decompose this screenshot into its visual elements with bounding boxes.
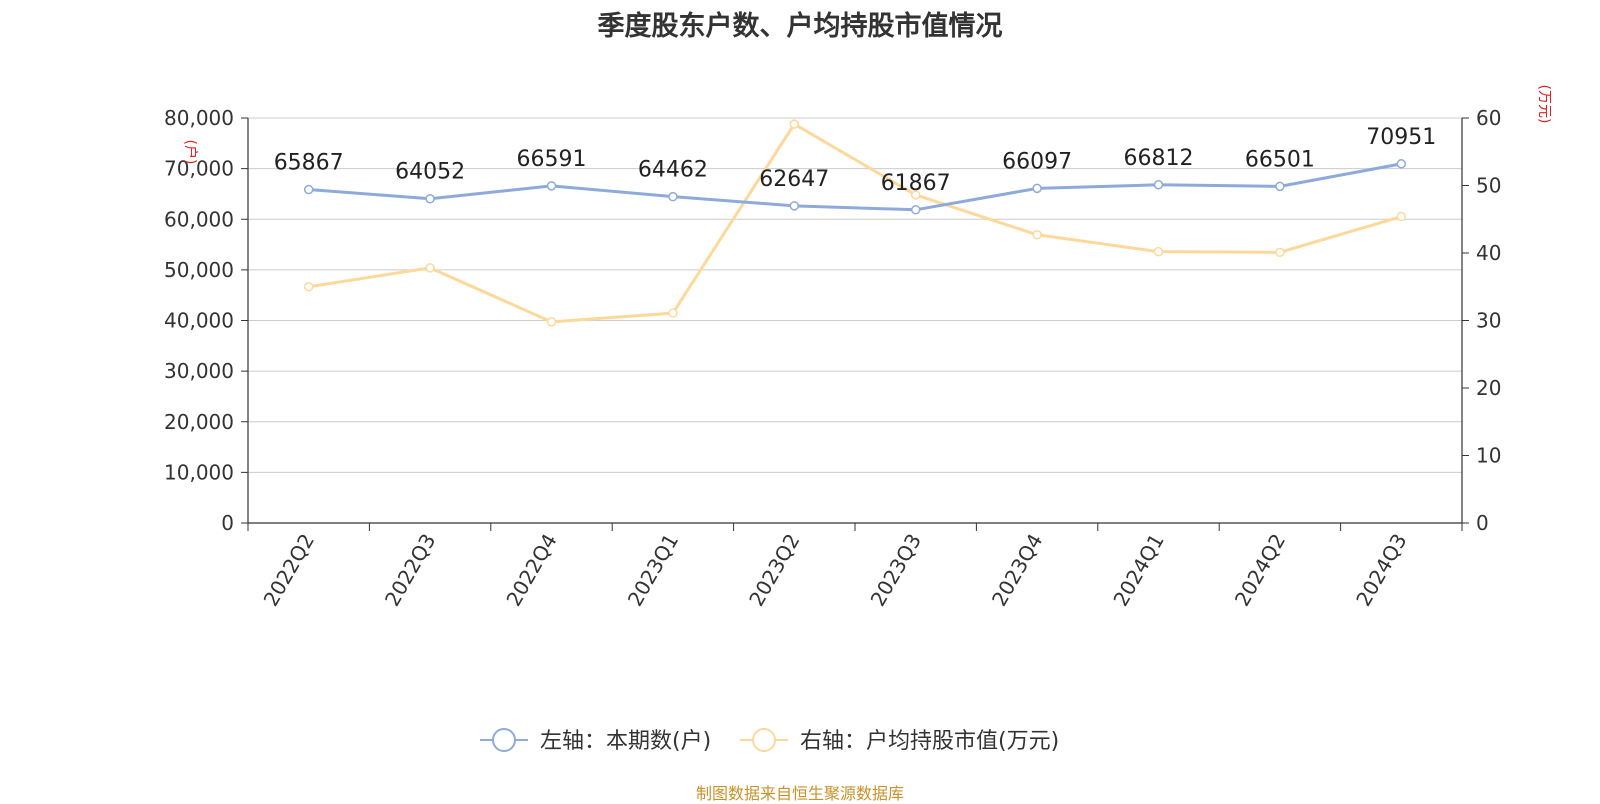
series-line	[308, 162, 1402, 212]
left-axis-unit: (户)	[182, 140, 199, 165]
x-axis-category-label: 2024Q1	[1108, 530, 1168, 611]
chart-title: 季度股东户数、户均持股市值情况	[597, 11, 1003, 42]
data-point	[546, 181, 557, 191]
right-axis-tick-label: 40	[1476, 241, 1501, 265]
series-line	[308, 122, 1402, 324]
right-axis-unit: (万元)	[1536, 85, 1552, 124]
right-axis-tick-label: 60	[1476, 106, 1501, 130]
left-axis-tick-label: 0	[221, 511, 234, 535]
x-axis-category-label: 2022Q2	[259, 530, 319, 611]
data-point	[789, 201, 800, 211]
data-point	[1275, 181, 1285, 192]
right-axis-tick-label: 20	[1476, 376, 1501, 400]
legend-marker	[752, 728, 776, 752]
data-point	[425, 193, 435, 204]
data-label: 65867	[274, 151, 344, 176]
left-axis-tick-label: 40,000	[164, 309, 234, 333]
legend-label: 左轴：本期数(户)	[540, 729, 711, 754]
data-point	[1032, 183, 1042, 194]
data-point	[1153, 246, 1164, 257]
x-axis-category-label: 2024Q2	[1230, 530, 1290, 611]
left-axis-tick-label: 80,000	[164, 106, 234, 130]
right-axis-tick-label: 30	[1476, 309, 1501, 333]
x-axis-category-label: 2023Q4	[987, 530, 1047, 611]
data-point	[668, 308, 678, 318]
data-label: 66591	[517, 147, 587, 172]
data-point	[425, 263, 435, 273]
data-point	[303, 184, 314, 195]
data-label: 66097	[1002, 149, 1072, 174]
left-axis-tick-label: 10,000	[164, 460, 234, 484]
data-point	[1396, 159, 1407, 169]
x-axis-category-label: 2023Q1	[623, 530, 683, 611]
right-axis-tick-label: 0	[1476, 511, 1489, 535]
left-axis-tick-label: 50,000	[164, 258, 234, 282]
legend-marker	[492, 728, 516, 752]
legend-label: 右轴：户均持股市值(万元)	[800, 729, 1059, 754]
data-label: 70951	[1366, 125, 1436, 150]
left-axis-tick-label: 20,000	[164, 410, 234, 434]
data-label: 64462	[638, 158, 708, 183]
data-point	[789, 119, 800, 129]
x-axis-category-label: 2023Q2	[744, 530, 804, 611]
data-point	[910, 190, 921, 200]
x-axis-category-label: 2022Q3	[380, 530, 440, 611]
data-point	[910, 205, 921, 215]
data-point	[1396, 211, 1407, 222]
right-axis-tick-label: 10	[1476, 444, 1501, 468]
left-axis-tick-label: 30,000	[164, 359, 234, 383]
data-point	[668, 191, 678, 202]
data-label: 66501	[1245, 147, 1315, 172]
x-axis-category-label: 2024Q3	[1351, 530, 1411, 611]
data-point	[1032, 230, 1042, 240]
data-point	[1275, 247, 1285, 258]
data-point	[546, 317, 557, 327]
data-point	[303, 282, 314, 292]
x-axis-category-label: 2023Q3	[866, 530, 926, 611]
data-label: 66812	[1124, 146, 1194, 171]
left-axis-tick-label: 70,000	[164, 157, 234, 181]
data-label: 61867	[881, 171, 951, 196]
data-label: 62647	[759, 167, 829, 192]
x-axis-category-label: 2022Q4	[501, 530, 561, 611]
data-point	[1153, 180, 1164, 190]
data-label: 64052	[395, 160, 465, 185]
right-axis-tick-label: 50	[1476, 174, 1501, 198]
source-note: 制图数据来自恒生聚源数据库	[695, 784, 904, 803]
left-axis-tick-label: 60,000	[164, 207, 234, 231]
